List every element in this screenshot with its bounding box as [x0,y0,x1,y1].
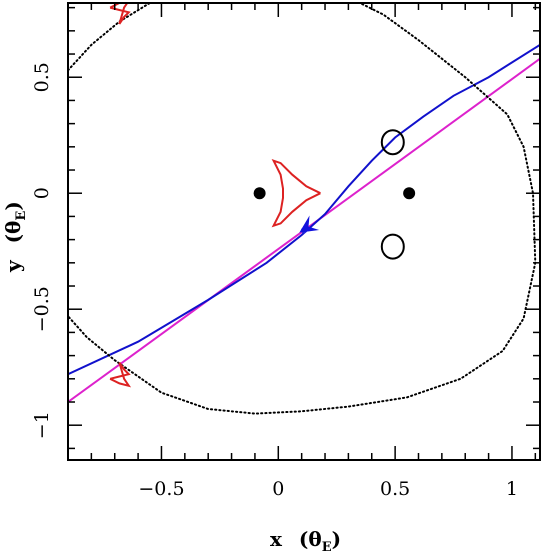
caustic-5 [109,362,132,388]
y-axis-label: y (θE) [1,201,29,273]
image-marker-0 [380,129,405,156]
plot-frame [67,2,541,461]
y-tick-label: 0.5 [31,62,53,92]
x-tick-label: 0.5 [380,478,410,500]
trajectory-arrow [299,215,320,233]
lens-mass-0 [253,187,266,200]
x-tick-label: −0.5 [138,478,184,500]
x-tick-label: 1 [506,478,518,500]
caustic-4 [109,3,131,25]
axis-ticks [67,3,540,460]
x-tick-label: 0 [272,478,284,500]
y-tick-label: 0 [31,187,53,199]
x-axis-label: x (θE) [270,527,341,555]
lens-mass-1 [403,187,416,200]
tick-labels: −0.5 0 0.5 1 −1 −0.5 0 0.5 [31,62,518,500]
image-marker-1 [380,233,405,260]
y-tick-label: −0.5 [31,286,53,332]
curved-trajectory-1 [68,43,540,376]
critical-curve-2 [68,3,537,415]
y-tick-label: −1 [31,411,53,439]
plot-area [68,3,540,415]
caustic-3 [271,158,321,228]
